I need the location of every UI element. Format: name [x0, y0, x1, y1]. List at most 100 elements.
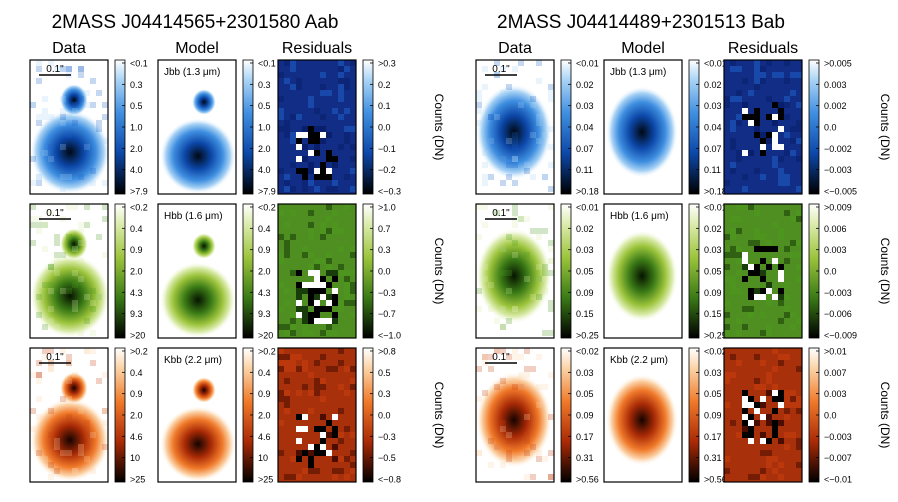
residual-colorbar-tick: 0.007	[824, 368, 847, 378]
model-colorbar-tick: 2.0	[258, 411, 271, 421]
band-label: Kbb (2.2 μm)	[610, 355, 668, 366]
data-colorbar-tick: 0.15	[576, 309, 594, 319]
data-colorbar-tick: 2.0	[130, 144, 143, 154]
residual-colorbar-tick: <−0.3	[378, 187, 401, 197]
residual-colorbar-tick: 0.0	[378, 411, 391, 421]
data-colorbar-tick: <0.01	[576, 59, 599, 69]
data-colorbar-tick: 0.07	[576, 144, 594, 154]
data-colorbar-tick: 0.05	[576, 267, 594, 277]
panel-aab: 2MASS J04414565+2301580 Aab Data Model Resi…	[29, 12, 446, 485]
residual-colorbar-tick: <−0.8	[378, 475, 401, 485]
model-companion	[192, 89, 216, 115]
residual-axis-label: Counts (DN)	[878, 382, 892, 449]
source-primary	[476, 84, 552, 180]
model-primary	[606, 230, 678, 322]
residual-colorbar-tick: >0.8	[378, 347, 396, 357]
data-colorbar-tick: 0.4	[130, 224, 143, 234]
residual-colorbar-tick: >0.01	[824, 347, 847, 357]
model-colorbar-tick: 0.9	[258, 389, 271, 399]
model-companion	[192, 377, 216, 403]
residual-colorbar-tick: <−1.0	[378, 331, 401, 341]
model-colorbar-tick: 0.9	[258, 245, 271, 255]
data-colorbar-tick: 2.0	[130, 267, 143, 277]
residual-axis-label: Counts (DN)	[432, 238, 446, 305]
residual-axis-label: Counts (DN)	[878, 94, 892, 161]
model-colorbar-tick: 1.0	[258, 123, 271, 133]
residual-colorbar-tick: −0.3	[378, 288, 396, 298]
data-colorbar-tick: <0.02	[576, 347, 599, 357]
model-colorbar-tick: 0.17	[704, 432, 722, 442]
residual-colorbar-tick: 0.1	[378, 101, 391, 111]
data-colorbar-tick: 0.5	[130, 101, 143, 111]
source-primary	[476, 372, 552, 468]
residual-colorbar-tick: >0.3	[378, 59, 396, 69]
data-colorbar-tick: 0.17	[576, 432, 594, 442]
data-colorbar-tick: 4.3	[130, 288, 143, 298]
model-colorbar-tick: 4.3	[258, 288, 271, 298]
residual-colorbar-tick: −0.5	[378, 453, 396, 463]
data-colorbar-tick: >25	[130, 475, 145, 485]
residual-colorbar-tick: −0.1	[378, 144, 396, 154]
model-colorbar-tick: 9.3	[258, 309, 271, 319]
model-colorbar-tick: 0.5	[258, 101, 271, 111]
data-colorbar-tick: 2.0	[130, 411, 143, 421]
model-colorbar-tick: 0.07	[704, 144, 722, 154]
data-colorbar-tick: 10	[130, 453, 140, 463]
model-colorbar-tick: <0.2	[258, 203, 276, 213]
data-colorbar-tick: >7.9	[130, 187, 148, 197]
scale-bar-label: 0.1"	[46, 352, 64, 363]
model-colorbar-tick: 10	[258, 453, 268, 463]
column-header-model: Model	[175, 40, 219, 57]
data-colorbar-tick: >0.18	[576, 187, 599, 197]
residual-colorbar-tick: 0.003	[824, 80, 847, 90]
model-colorbar-tick: <0.02	[704, 347, 727, 357]
residual-colorbar-tick: −0.002	[824, 144, 852, 154]
data-colorbar-tick: 0.31	[576, 453, 594, 463]
row-green: 0.1" <0.01 0.02 0.03 0.05 0.09 0.15 >0.25 Hbb (1…	[475, 203, 892, 341]
scale-bar-label: 0.1"	[46, 208, 64, 219]
residual-colorbar-tick: −0.003	[824, 432, 852, 442]
column-header-residuals: Residuals	[728, 40, 798, 57]
model-colorbar-tick: 0.03	[704, 245, 722, 255]
model-colorbar-tick: 2.0	[258, 144, 271, 154]
data-colorbar-tick: 0.09	[576, 288, 594, 298]
data-colorbar-tick: 0.02	[576, 224, 594, 234]
data-colorbar-tick: <0.2	[130, 203, 148, 213]
model-colorbar-tick: 0.09	[704, 411, 722, 421]
data-colorbar-tick: >0.25	[576, 331, 599, 341]
model-colorbar-tick: 0.4	[258, 368, 271, 378]
model-colorbar-tick: >20	[258, 331, 273, 341]
model-colorbar-tick: <0.01	[704, 203, 727, 213]
data-colorbar-tick: 4.0	[130, 165, 143, 175]
band-label: Jbb (1.3 μm)	[164, 67, 220, 78]
scale-bar-label: 0.1"	[46, 64, 64, 75]
data-colorbar-tick: 0.03	[576, 101, 594, 111]
residual-colorbar-tick: <−0.005	[824, 187, 857, 197]
residual-colorbar-tick: −0.006	[824, 309, 852, 319]
row-orange: 0.1" <0.02 0.03 0.05 0.09 0.17 0.31 >0.56 Kbb (2…	[475, 347, 892, 485]
model-colorbar-tick: 0.02	[704, 224, 722, 234]
model-colorbar-tick: 0.31	[704, 453, 722, 463]
column-header-residuals: Residuals	[282, 40, 352, 57]
residual-colorbar-tick: 0.0	[824, 267, 837, 277]
source-companion	[60, 84, 88, 116]
data-colorbar-tick: >0.2	[130, 347, 148, 357]
model-colorbar-tick: 0.11	[704, 165, 721, 175]
model-primary	[160, 118, 236, 194]
source-companion	[60, 372, 88, 404]
residual-colorbar-tick: 0.0	[824, 411, 837, 421]
residual-colorbar-tick: −0.7	[378, 309, 396, 319]
data-colorbar-tick: 0.03	[576, 245, 594, 255]
model-colorbar-tick: 0.05	[704, 267, 722, 277]
data-colorbar-tick: >20	[130, 331, 145, 341]
residual-colorbar-tick: 0.006	[824, 224, 847, 234]
residual-colorbar-tick: 0.002	[824, 101, 847, 111]
data-colorbar-tick: 0.05	[576, 389, 594, 399]
residual-axis-label: Counts (DN)	[432, 94, 446, 161]
data-colorbar-tick: 0.09	[576, 411, 594, 421]
model-colorbar-tick: >25	[258, 475, 273, 485]
model-colorbar-tick: >0.25	[704, 331, 727, 341]
residual-colorbar-tick: −0.2	[378, 165, 396, 175]
residual-colorbar-tick: >0.009	[824, 203, 852, 213]
scale-bar-label: 0.1"	[492, 64, 510, 75]
